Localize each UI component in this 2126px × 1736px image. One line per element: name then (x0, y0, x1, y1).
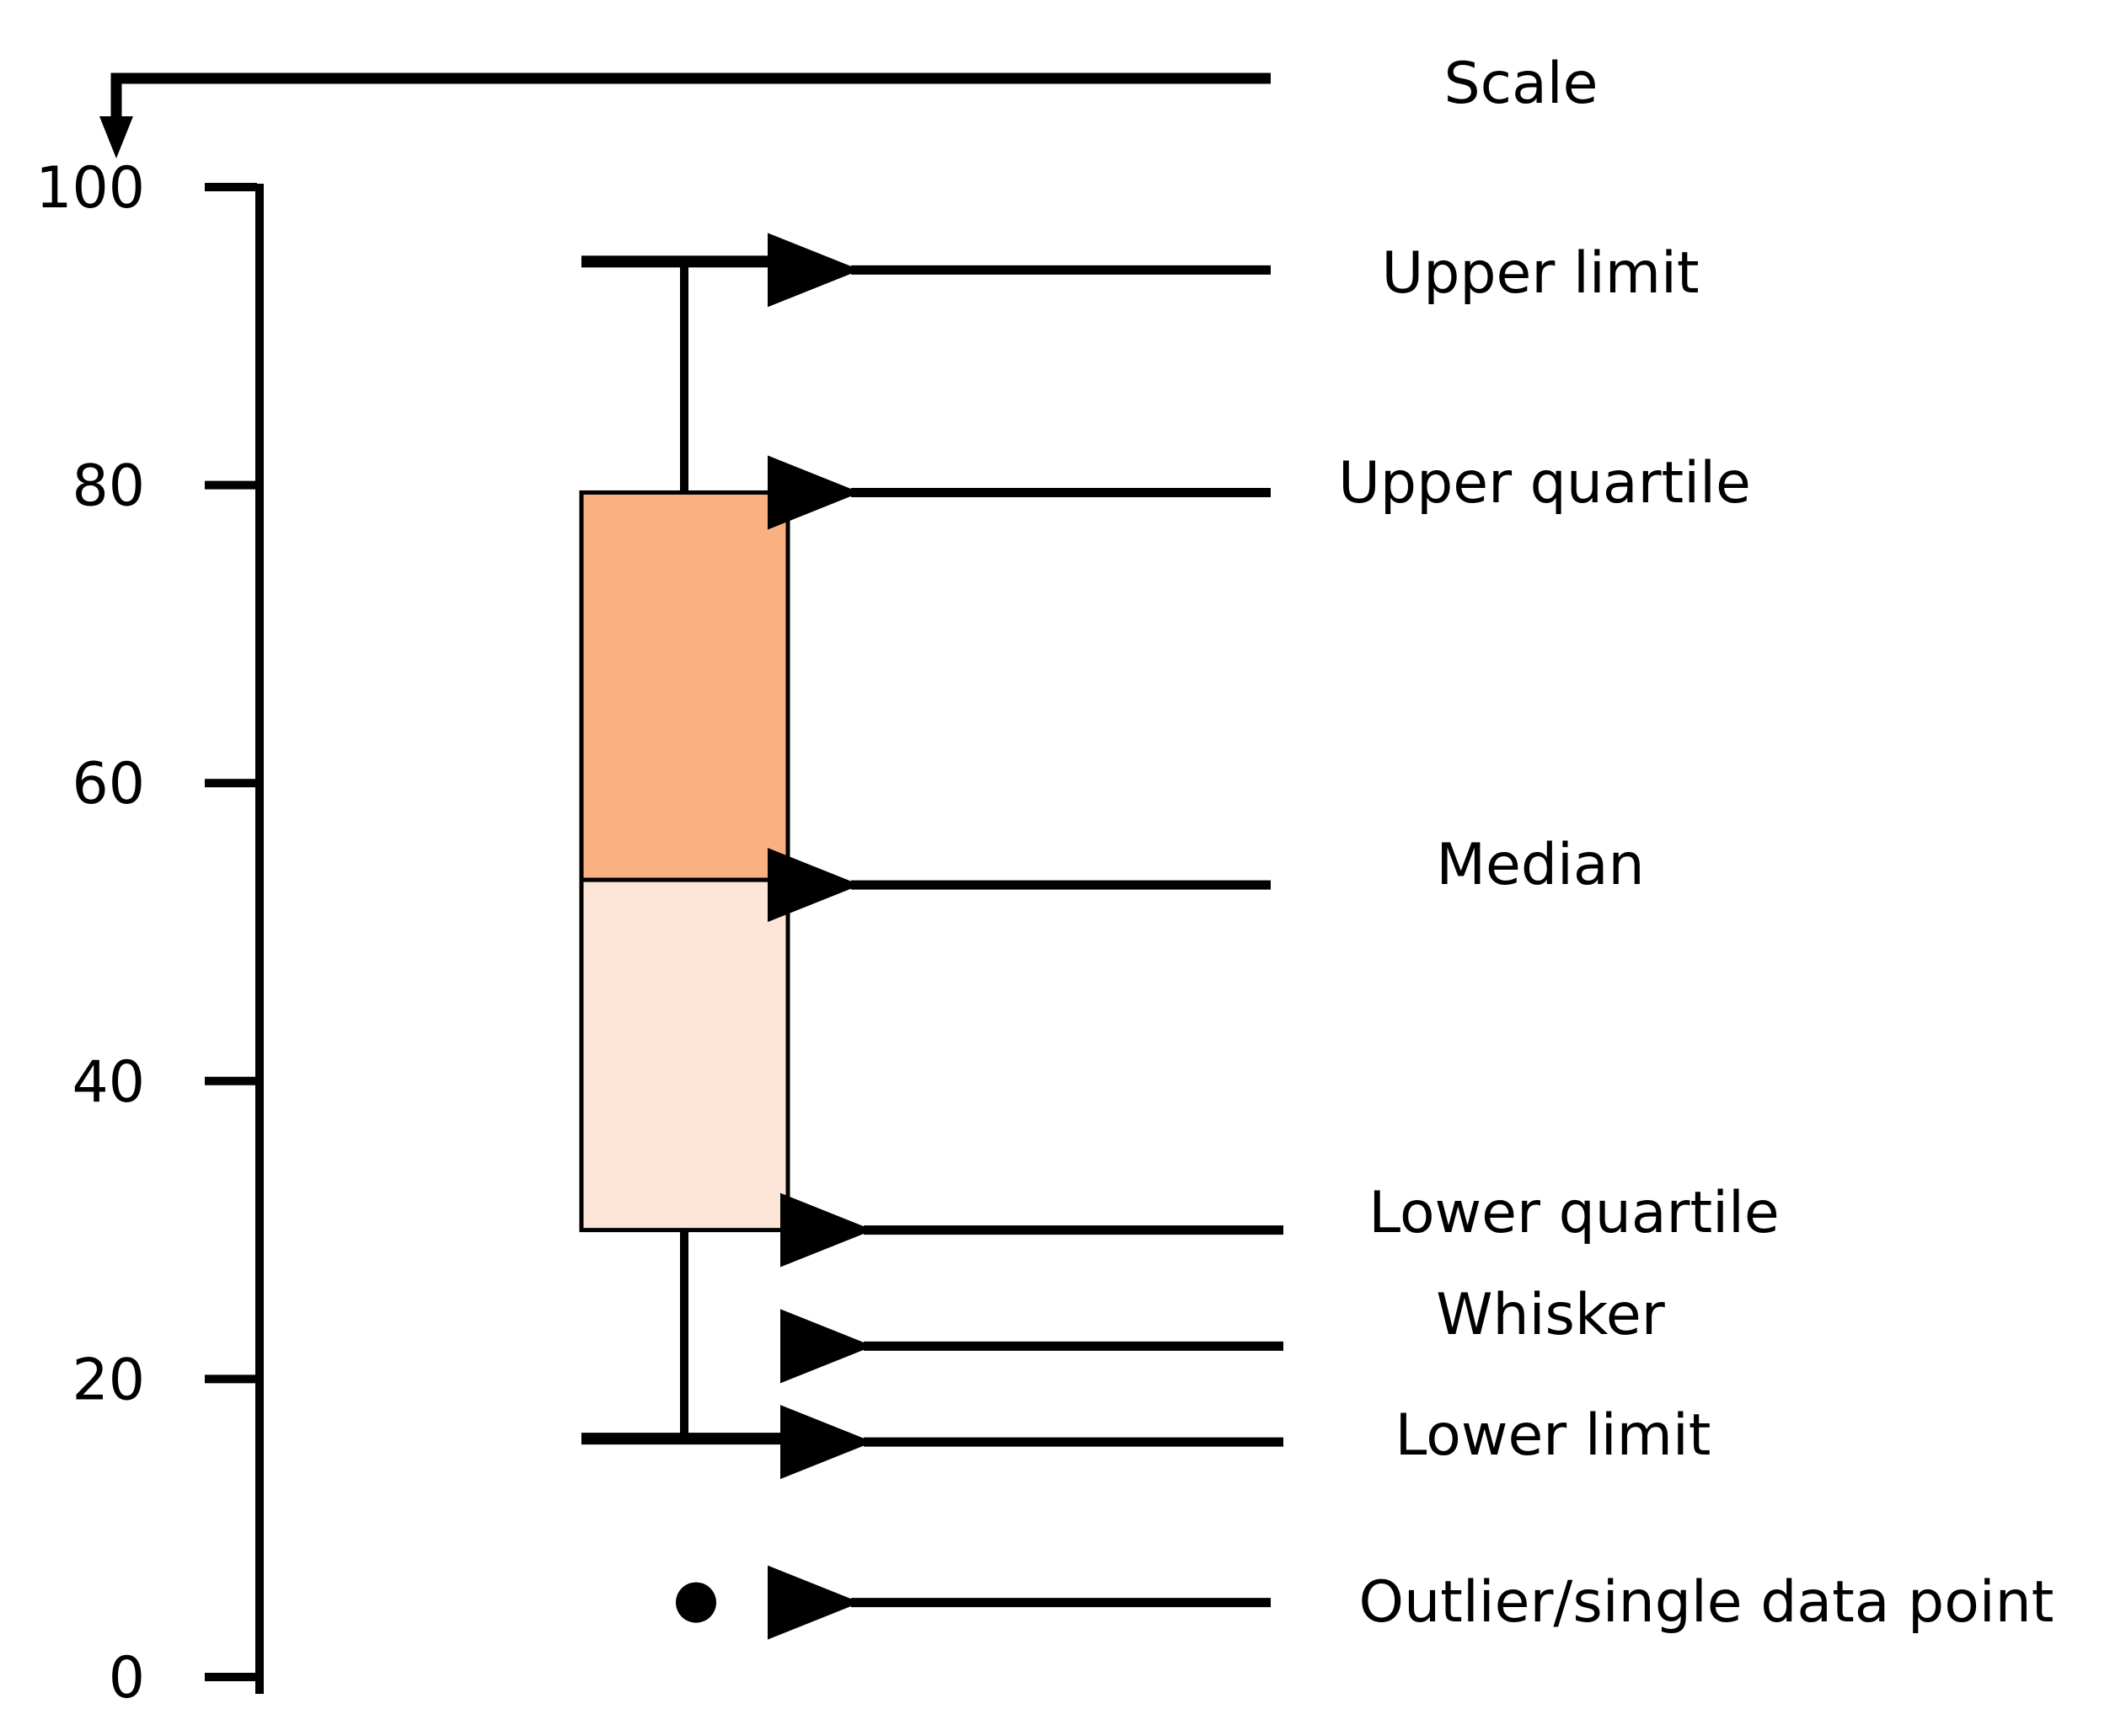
callout-arrows (99, 72, 1283, 1640)
scale-ticks: 0 20 40 60 80 100 (35, 155, 257, 1712)
whisker-label: Whisker (1436, 1282, 1664, 1348)
lower-limit-label: Lower limit (1395, 1402, 1711, 1469)
median-label: Median (1436, 832, 1644, 898)
outlier-label: Outlier/single data point (1359, 1569, 2054, 1636)
outlier-point (676, 1582, 716, 1623)
boxplot (579, 255, 790, 1623)
scale-axis: 0 20 40 60 80 100 (35, 155, 264, 1712)
upper-limit-label: Upper limit (1381, 240, 1699, 307)
scale-arrowhead (99, 116, 133, 158)
tick-label-100: 100 (35, 155, 145, 222)
scale-label: Scale (1444, 51, 1599, 117)
tick-label-60: 60 (72, 751, 145, 817)
callout-labels: Scale Upper limit Upper quartile Median … (1338, 51, 2054, 1636)
tick-label-80: 80 (72, 453, 145, 520)
upper-quartile-label: Upper quartile (1338, 450, 1751, 517)
lower-quartile-label: Lower quartile (1368, 1180, 1780, 1246)
tick-label-0: 0 (109, 1645, 145, 1712)
scale-arrow (110, 72, 1271, 126)
upper-quartile-box (579, 490, 790, 882)
tick-label-20: 20 (72, 1347, 145, 1413)
lower-quartile-box (579, 877, 790, 1233)
tick-label-40: 40 (72, 1049, 145, 1116)
